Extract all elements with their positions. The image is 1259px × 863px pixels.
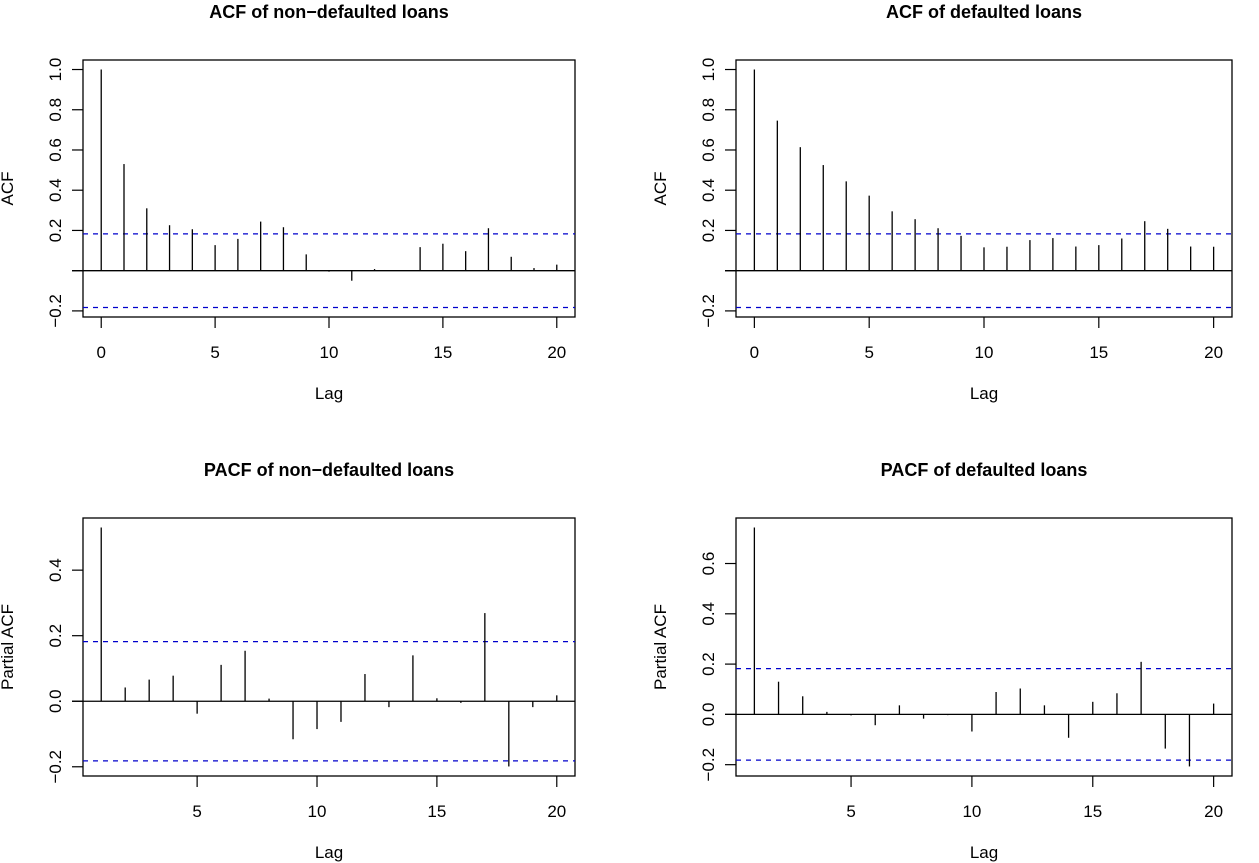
x-tick-label: 20 bbox=[547, 802, 566, 821]
x-tick-label: 0 bbox=[96, 343, 105, 362]
x-tick-label: 20 bbox=[547, 343, 566, 362]
y-tick-label: 0.4 bbox=[46, 558, 65, 582]
y-tick-label: 0.0 bbox=[46, 689, 65, 713]
plot-frame bbox=[735, 59, 1233, 318]
y-tick-label: 0.2 bbox=[46, 624, 65, 648]
y-tick-label: 0.2 bbox=[46, 219, 65, 243]
chart-title: ACF of defaulted loans bbox=[886, 2, 1082, 22]
y-tick-label: 0.6 bbox=[46, 138, 65, 162]
chart-title: ACF of non−defaulted loans bbox=[209, 2, 449, 22]
y-tick-label: 0.8 bbox=[699, 98, 718, 122]
y-tick-label: −0.2 bbox=[46, 294, 65, 328]
y-tick-label: 1.0 bbox=[699, 58, 718, 82]
x-tick-label: 5 bbox=[210, 343, 219, 362]
y-tick-label: −0.2 bbox=[46, 750, 65, 784]
y-tick-label: 0.2 bbox=[699, 652, 718, 676]
panel-4: PACF of defaulted loans Lag Partial ACF 5 10… bbox=[651, 460, 1233, 862]
x-tick-label: 15 bbox=[1083, 802, 1102, 821]
y-tick-label: −0.2 bbox=[699, 748, 718, 782]
x-tick-label: 10 bbox=[308, 802, 327, 821]
x-axis-label: Lag bbox=[970, 384, 998, 403]
panel-3: PACF of non−defaulted loans Lag Partial AC… bbox=[0, 460, 576, 862]
x-tick-label: 15 bbox=[1089, 343, 1108, 362]
y-tick-label: 0.8 bbox=[46, 98, 65, 122]
y-axis-label: ACF bbox=[0, 172, 17, 206]
x-axis-label: Lag bbox=[315, 843, 343, 862]
x-axis-label: Lag bbox=[970, 843, 998, 862]
y-tick-label: 0.2 bbox=[699, 219, 718, 243]
y-tick-label: 0.4 bbox=[699, 602, 718, 626]
y-tick-label: 0.0 bbox=[699, 703, 718, 727]
x-axis-label: Lag bbox=[315, 384, 343, 403]
plot-frame bbox=[82, 59, 576, 318]
x-tick-label: 0 bbox=[750, 343, 759, 362]
y-axis-label: Partial ACF bbox=[651, 604, 670, 690]
x-tick-label: 10 bbox=[975, 343, 994, 362]
y-tick-label: 0.4 bbox=[46, 178, 65, 202]
x-tick-label: 15 bbox=[427, 802, 446, 821]
y-tick-label: −0.2 bbox=[699, 294, 718, 328]
y-tick-label: 0.6 bbox=[699, 138, 718, 162]
chart-title: PACF of non−defaulted loans bbox=[204, 460, 454, 480]
y-axis-label: Partial ACF bbox=[0, 604, 17, 690]
panel-1: ACF of non−defaulted loans Lag ACF 0 5 10 15 20… bbox=[0, 2, 576, 403]
plot-frame bbox=[82, 517, 576, 777]
x-tick-label: 15 bbox=[433, 343, 452, 362]
y-tick-label: 0.6 bbox=[699, 552, 718, 576]
x-tick-label: 20 bbox=[1204, 343, 1223, 362]
y-tick-label: 0.4 bbox=[699, 178, 718, 202]
x-tick-label: 5 bbox=[192, 802, 201, 821]
x-tick-label: 10 bbox=[962, 802, 981, 821]
x-tick-label: 5 bbox=[864, 343, 873, 362]
x-tick-label: 5 bbox=[846, 802, 855, 821]
y-axis-label: ACF bbox=[651, 172, 670, 206]
y-tick-label: 1.0 bbox=[46, 58, 65, 82]
chart-title: PACF of defaulted loans bbox=[881, 460, 1088, 480]
x-tick-label: 10 bbox=[320, 343, 339, 362]
x-tick-label: 20 bbox=[1204, 802, 1223, 821]
plot-frame bbox=[735, 517, 1233, 777]
panel-2: ACF of defaulted loans Lag ACF 0 5 10 15 20 −0.2… bbox=[651, 2, 1233, 403]
